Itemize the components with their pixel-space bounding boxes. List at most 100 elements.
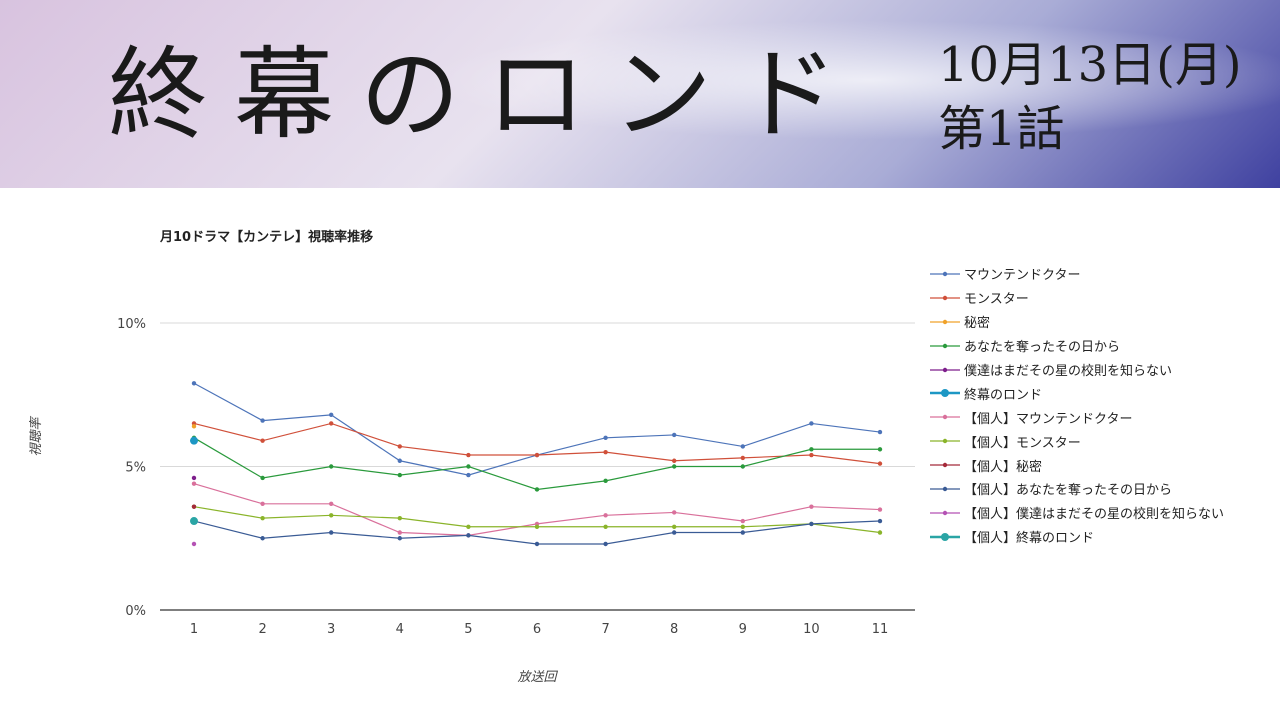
legend-label: 【個人】モンスター [964, 435, 1081, 451]
ratings-line-chart: 0% 5% 10% 1 2 3 4 5 6 7 8 9 10 11 放送回 視聴率 [28, 317, 915, 685]
data-point [397, 515, 402, 521]
data-point [603, 435, 608, 440]
data-point [397, 536, 402, 541]
y-tick-label: 10% [117, 317, 146, 332]
data-point [740, 444, 745, 449]
data-point [877, 530, 883, 535]
data-point [329, 513, 334, 518]
legend-label: 僕達はまだその星の校則を知らない [964, 364, 1173, 379]
banner-glow [420, 20, 1280, 140]
data-point [603, 513, 608, 518]
chart-title: 月10ドラマ【カンテレ】視聴率推移 [160, 230, 374, 245]
legend-item: 終幕のロンド [930, 381, 1224, 405]
data-point [260, 418, 265, 423]
data-point [329, 530, 334, 535]
legend-swatch [930, 271, 960, 277]
data-point [672, 524, 677, 529]
data-point [603, 541, 608, 547]
legend-item: 【個人】僕達はまだその星の校則を知らない [930, 501, 1224, 525]
data-point [466, 464, 471, 469]
data-point [740, 464, 745, 469]
episode-label: 第1話 [938, 101, 1065, 157]
broadcast-date: 10月13日(月) [938, 37, 1242, 93]
legend-item: あなたを奪ったその日から [930, 334, 1224, 358]
data-point [534, 541, 540, 547]
legend-label: 【個人】秘密 [964, 459, 1043, 475]
data-point [877, 429, 883, 435]
data-point [260, 475, 265, 481]
data-point [191, 381, 197, 386]
legend-swatch [930, 389, 960, 398]
data-point [466, 452, 471, 458]
legend-swatch [930, 462, 960, 468]
series-line [193, 437, 880, 491]
x-tick-label: 7 [601, 622, 609, 637]
data-point [877, 507, 883, 512]
legend-item: 【個人】マウンテンドクター [930, 405, 1224, 429]
y-axis-title: 視聴率 [28, 416, 44, 457]
data-point [809, 447, 814, 452]
legend-swatch [930, 532, 960, 541]
data-point [190, 517, 198, 526]
data-point [397, 472, 402, 478]
legend-label: 【個人】マウンテンドクター [964, 411, 1133, 427]
legend-item: 【個人】秘密 [930, 453, 1224, 477]
data-point [191, 475, 197, 481]
legend-item: 【個人】終幕のロンド [930, 525, 1224, 549]
data-point [329, 464, 334, 469]
legend-label: 【個人】あなたを奪ったその日から [964, 483, 1173, 499]
data-point [190, 436, 198, 445]
legend-swatch [930, 343, 960, 348]
y-tick-label: 0% [125, 604, 146, 619]
data-point [809, 452, 814, 458]
data-point [534, 524, 540, 529]
data-point [329, 421, 334, 426]
data-point [397, 530, 402, 535]
x-tick-label: 9 [739, 622, 747, 637]
series-line [193, 382, 881, 476]
x-tick-label: 4 [396, 622, 404, 637]
legend-item: 【個人】あなたを奪ったその日から [930, 477, 1224, 501]
legend-item: 僕達はまだその星の校則を知らない [930, 358, 1224, 382]
x-axis-title: 放送回 [517, 670, 558, 685]
legend-swatch [930, 415, 960, 420]
data-point [260, 501, 265, 507]
data-point [740, 518, 745, 524]
data-point [877, 447, 883, 452]
x-tick-label: 5 [464, 622, 472, 637]
data-point [603, 449, 608, 455]
y-tick-label: 5% [125, 461, 146, 476]
legend-label: 【個人】僕達はまだその星の校則を知らない [964, 507, 1225, 523]
data-point [740, 524, 745, 529]
data-point [672, 432, 677, 438]
legend-swatch [930, 510, 960, 516]
data-point [534, 452, 540, 458]
data-point [809, 421, 814, 426]
data-point [672, 458, 677, 463]
legend-swatch [930, 319, 960, 324]
legend-swatch [930, 486, 960, 492]
data-point [466, 533, 471, 538]
legend-item: モンスター [930, 286, 1224, 310]
legend-label: 【個人】終幕のロンド [964, 531, 1095, 547]
data-point [603, 524, 608, 529]
x-tick-label: 11 [872, 622, 889, 637]
legend-label: 秘密 [964, 316, 991, 332]
drama-title: 終幕のロンド [108, 36, 864, 153]
legend-swatch [930, 295, 960, 301]
data-point [740, 455, 745, 461]
data-point [191, 481, 197, 486]
legend-label: マウンテンドクター [964, 268, 1081, 284]
data-point [809, 521, 814, 527]
data-point [809, 504, 814, 509]
legend-item: マウンテンドクター [930, 262, 1224, 286]
data-point [260, 536, 265, 541]
x-tick-label: 6 [533, 622, 541, 637]
data-point [672, 510, 677, 515]
data-point [329, 501, 334, 507]
legend-swatch [930, 367, 960, 372]
data-point [603, 478, 608, 484]
x-tick-label: 2 [258, 622, 266, 637]
data-point [534, 487, 540, 492]
x-tick-label: 8 [670, 622, 678, 637]
